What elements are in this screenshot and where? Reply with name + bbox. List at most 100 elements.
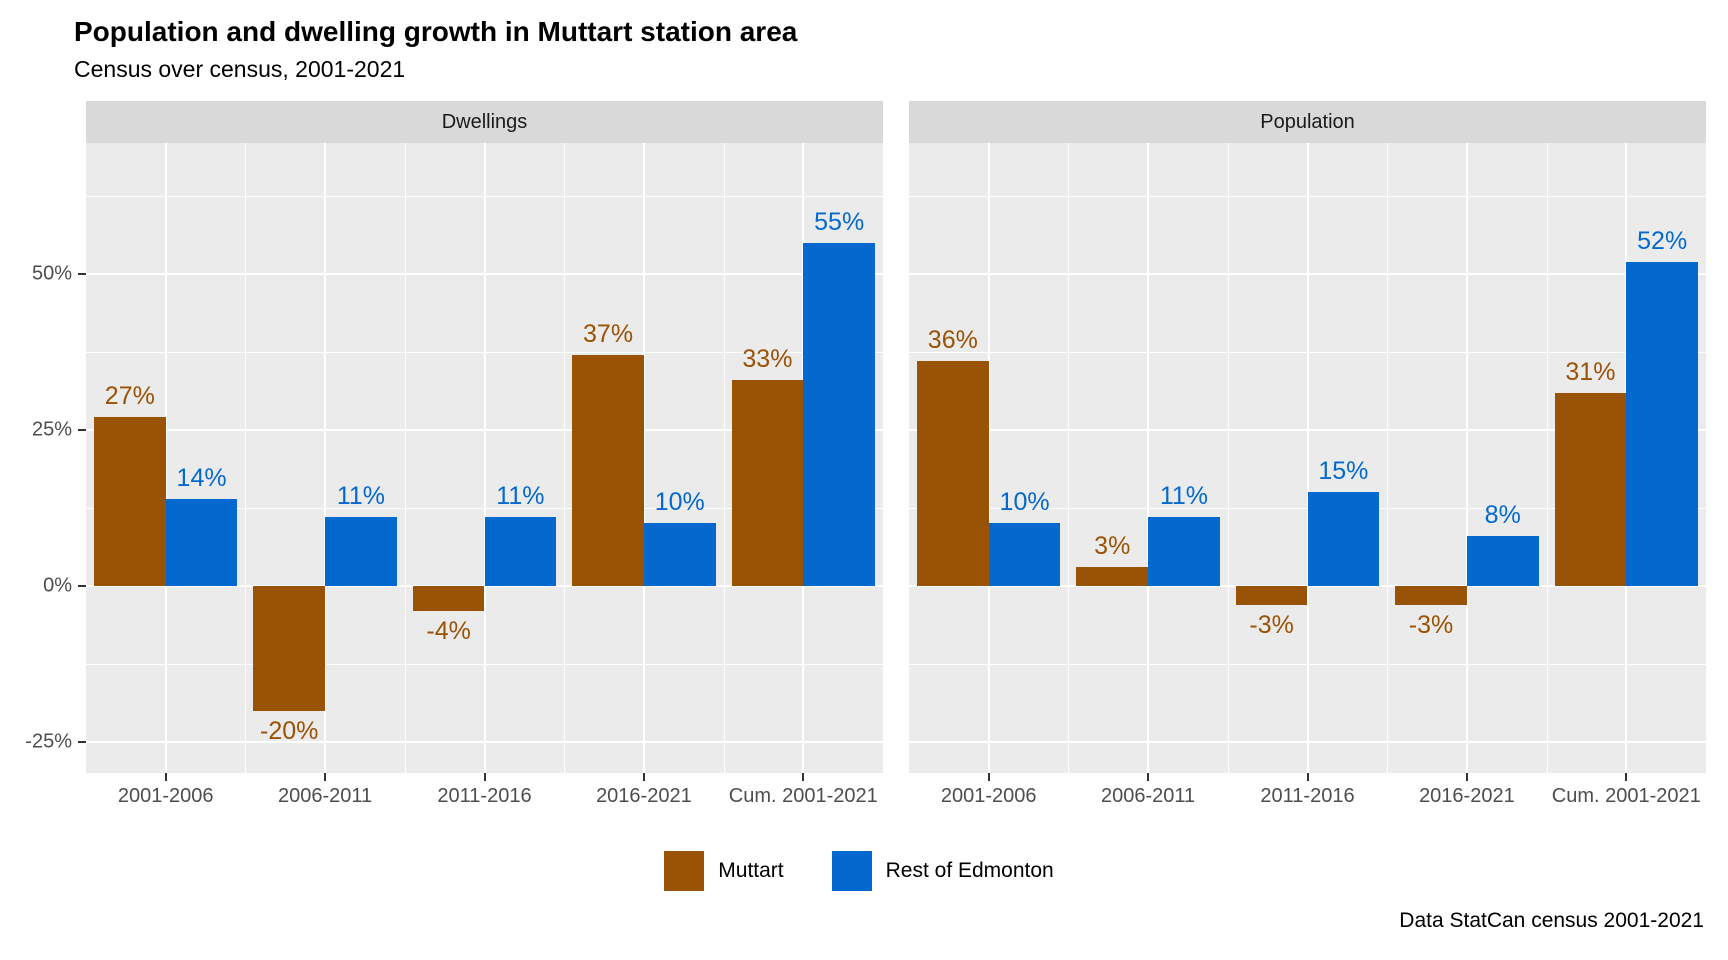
gridline-minor (1068, 143, 1070, 773)
bar-muttart (731, 380, 804, 586)
bar-value-label: -3% (1249, 610, 1294, 639)
facet-strip: Dwellings (86, 101, 883, 143)
x-tick-label: 2011-2016 (1260, 785, 1355, 807)
bar-muttart (412, 585, 485, 611)
bar-rest-of-edmonton (1466, 535, 1539, 586)
x-tick-label: 2016-2021 (1419, 785, 1515, 807)
bar-value-label: 15% (1318, 457, 1369, 486)
bar-value-label: 37% (583, 320, 634, 349)
gridline-major (324, 143, 327, 773)
x-tick-mark (1147, 773, 1150, 781)
chart-area: 50% 25% 0% -25% Dwellings 27% -20% -4% 37% 33% 14… (12, 101, 1706, 819)
bar-value-label: 33% (742, 345, 793, 374)
x-tick-mark (1465, 773, 1468, 781)
bar-value-label: 31% (1565, 357, 1616, 386)
bar-value-label: 8% (1484, 500, 1521, 529)
x-tick-label: 2006-2011 (278, 785, 373, 807)
bar-rest-of-edmonton (988, 523, 1061, 586)
bar-value-label: 3% (1094, 532, 1131, 561)
bar-rest-of-edmonton (325, 517, 397, 586)
bar-muttart (572, 355, 644, 586)
facet-panel: 36% 3% -3% -3% 31% 10% 11% 15% 8% 52% (909, 143, 1706, 773)
bar-muttart (1554, 392, 1627, 586)
x-tick-label: 2001-2006 (117, 785, 214, 807)
x-tick-mark (1625, 773, 1628, 781)
legend-swatch (664, 851, 705, 891)
gridline-minor (723, 143, 725, 773)
y-axis: 50% 25% 0% -25% (12, 143, 86, 773)
facet-dwellings: Dwellings 27% -20% -4% 37% 33% 14% 11% 11% 10% 55%… (86, 101, 883, 819)
bar-value-label: 10% (999, 488, 1050, 517)
bar-value-label: 36% (927, 326, 978, 355)
bar-value-label: 55% (814, 207, 865, 236)
facet-row: Dwellings 27% -20% -4% 37% 33% 14% 11% 11% 10% 55%… (86, 101, 1706, 819)
gridline-major (987, 143, 990, 773)
gridline-major (1147, 143, 1150, 773)
y-tick-label: -25% (25, 730, 72, 753)
bar-value-label: -3% (1408, 610, 1454, 639)
y-tick-label: 50% (31, 262, 72, 285)
gridline-major (642, 143, 645, 773)
legend: Muttart Rest of Edmonton (12, 849, 1706, 893)
bar-value-label: 14% (176, 463, 227, 492)
chart-title: Population and dwelling growth in Muttar… (74, 16, 798, 47)
y-tick-label: 25% (31, 418, 72, 441)
chart-caption: Data StatCan census 2001-2021 (1399, 909, 1704, 932)
facet-population: Population 36% 3% -3% -3% 31% 10% 11% 15% 8% 52% 20… (909, 101, 1706, 819)
x-tick-label: 2016-2021 (596, 785, 692, 807)
y-tick-mark (78, 272, 86, 275)
legend-item-rest-of-edmonton: Rest of Edmonton (831, 851, 1054, 891)
bar-value-label: 52% (1637, 226, 1688, 255)
gridline-minor (1546, 143, 1548, 773)
x-tick-mark (483, 773, 486, 781)
x-tick-label: 2011-2016 (437, 785, 532, 807)
bar-muttart (1076, 567, 1149, 586)
bar-rest-of-edmonton (1307, 492, 1380, 586)
bar-muttart (1395, 585, 1467, 605)
facet-strip: Population (909, 101, 1706, 143)
facet-strip-label: Dwellings (441, 110, 528, 133)
bar-rest-of-edmonton (1148, 517, 1220, 586)
facet-panel: 27% -20% -4% 37% 33% 14% 11% 11% 10% 55% (86, 143, 883, 773)
gridline-minor (404, 143, 406, 773)
legend-label: Rest of Edmonton (885, 859, 1054, 882)
x-tick-mark (164, 773, 167, 781)
gridline-major (164, 143, 167, 773)
x-tick-mark (324, 773, 327, 781)
gridline-major (483, 143, 486, 773)
bar-rest-of-edmonton (1626, 261, 1699, 586)
gridline-minor (1227, 143, 1229, 773)
x-tick-label: Cum. 2001-2021 (728, 785, 878, 807)
y-tick-mark (78, 584, 86, 587)
x-tick-label: 2006-2011 (1101, 785, 1196, 807)
legend-label: Muttart (718, 859, 784, 882)
gridline-major (1465, 143, 1468, 773)
bar-value-label: 11% (1159, 482, 1209, 511)
bar-muttart (916, 361, 989, 586)
bar-value-label: 27% (104, 382, 155, 411)
chart-subtitle: Census over census, 2001-2021 (74, 56, 406, 82)
facet-strip-label: Population (1260, 110, 1355, 133)
y-tick-mark (78, 428, 86, 431)
gridline-major (1306, 143, 1309, 773)
bar-muttart (93, 417, 166, 586)
bar-rest-of-edmonton (803, 242, 876, 586)
x-tick-label: 2001-2006 (940, 785, 1037, 807)
x-tick-mark (987, 773, 990, 781)
bar-value-label: -4% (426, 616, 471, 645)
bar-rest-of-edmonton (484, 517, 557, 586)
x-tick-mark (642, 773, 645, 781)
legend-swatch (831, 851, 872, 891)
bar-value-label: 10% (654, 488, 705, 517)
y-tick-mark (78, 740, 86, 743)
y-tick-label: 0% (43, 574, 72, 597)
x-axis: 2001-2006 2006-2011 2011-2016 2016-2021 Cum.… (909, 773, 1706, 819)
bar-value-label: 11% (336, 482, 386, 511)
gridline-minor (245, 143, 247, 773)
bar-value-label: 11% (496, 482, 545, 511)
gridline-minor (1387, 143, 1389, 773)
x-tick-mark (802, 773, 805, 781)
x-axis: 2001-2006 2006-2011 2011-2016 2016-2021 Cum.… (86, 773, 883, 819)
bar-value-label: -20% (260, 716, 319, 745)
bar-rest-of-edmonton (165, 498, 238, 586)
